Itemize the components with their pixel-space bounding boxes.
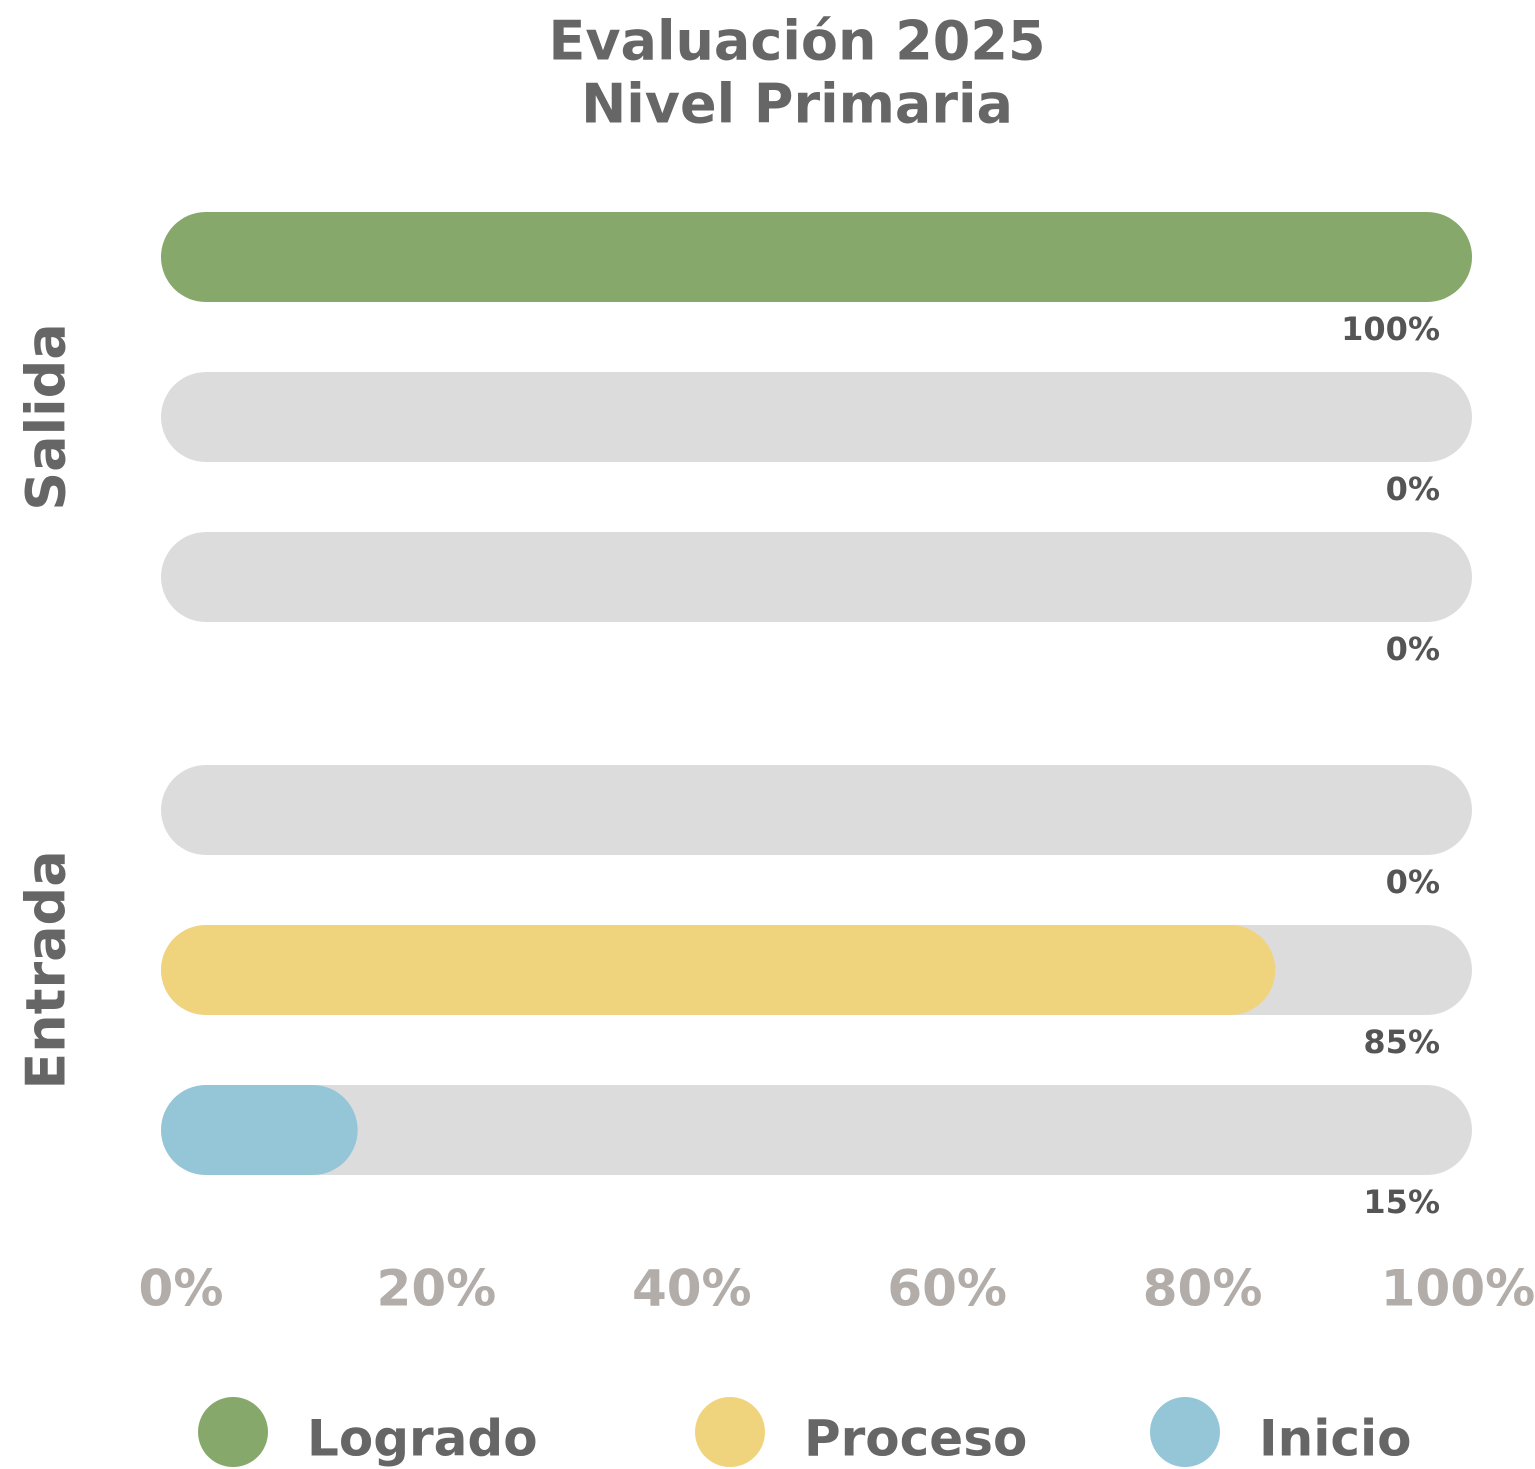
- legend-swatch: [695, 1397, 765, 1467]
- x-tick-label: 20%: [377, 1260, 497, 1318]
- bar-track: [161, 765, 1472, 855]
- value-label: 0%: [1386, 470, 1440, 508]
- value-label: 85%: [1363, 1023, 1440, 1061]
- legend-label: Proceso: [804, 1410, 1027, 1468]
- x-tick-label: 100%: [1381, 1260, 1535, 1318]
- legend-swatch: [198, 1397, 268, 1467]
- chart-title: Evaluación 2025: [548, 10, 1045, 73]
- value-label: 0%: [1386, 863, 1440, 901]
- chart-subtitle: Nivel Primaria: [581, 73, 1013, 136]
- value-label: 100%: [1341, 310, 1440, 348]
- group-label: Entrada: [15, 850, 78, 1089]
- legend-label: Inicio: [1259, 1410, 1411, 1468]
- x-tick-label: 60%: [887, 1260, 1007, 1318]
- bar-track: [161, 532, 1472, 622]
- x-tick-label: 40%: [632, 1260, 752, 1318]
- bar: [161, 925, 1276, 1015]
- bar-track: [161, 1085, 1472, 1175]
- bar: [161, 1085, 358, 1175]
- value-label: 0%: [1386, 630, 1440, 668]
- bar: [161, 212, 1472, 302]
- legend-label: Logrado: [307, 1410, 538, 1468]
- x-tick-label: 0%: [139, 1260, 224, 1318]
- bar-track: [161, 372, 1472, 462]
- value-label: 15%: [1363, 1183, 1440, 1221]
- group-label: Salida: [15, 323, 78, 510]
- legend-swatch: [1150, 1397, 1220, 1467]
- x-tick-label: 80%: [1143, 1260, 1263, 1318]
